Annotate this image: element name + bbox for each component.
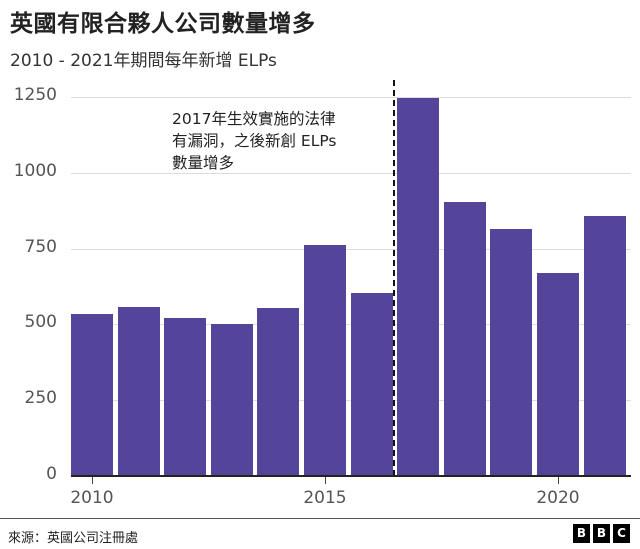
bar-2016 (351, 293, 393, 476)
chart-subtitle: 2010 - 2021年期間每年新增 ELPs (10, 51, 277, 71)
bar-2018 (444, 202, 486, 476)
y-tick-label: 500 (24, 312, 57, 332)
bar-2012 (164, 318, 206, 476)
y-tick-label: 1250 (13, 85, 57, 105)
bar-2021 (584, 216, 626, 476)
bbc-logo-b2: B (593, 524, 610, 543)
bar-2020 (537, 273, 579, 476)
bbc-logo: B B C (573, 524, 630, 543)
annotation-line-2: 有漏洞，之後新創 ELPs (172, 132, 337, 150)
bar-2011 (118, 307, 160, 476)
bbc-logo-b1: B (573, 524, 590, 543)
y-tick-label: 250 (24, 388, 57, 408)
bar-2013 (211, 324, 253, 476)
y-tick-label: 1000 (13, 161, 57, 181)
gridline (71, 97, 631, 98)
y-tick-label: 0 (46, 464, 57, 484)
x-tick-label: 2015 (303, 488, 347, 508)
bar-2010 (71, 314, 113, 476)
x-tick (92, 477, 93, 484)
chart-title: 英國有限合夥人公司數量增多 (10, 11, 316, 37)
annotation-line-3: 數量增多 (172, 154, 235, 172)
bar-2017 (397, 98, 439, 476)
footer-divider (0, 518, 640, 519)
gridline (71, 173, 631, 174)
bbc-logo-c: C (613, 524, 630, 543)
x-tick-label: 2010 (70, 488, 114, 508)
bar-2014 (257, 308, 299, 476)
x-tick (558, 477, 559, 484)
x-tick (325, 477, 326, 484)
x-axis-line (71, 475, 631, 477)
law-annotation: 2017年生效實施的法律 有漏洞，之後新創 ELPs 數量增多 (172, 108, 337, 174)
y-tick-label: 750 (24, 237, 57, 257)
x-tick-label: 2020 (536, 488, 580, 508)
annotation-line-1: 2017年生效實施的法律 (172, 110, 336, 128)
bar-2015 (304, 245, 346, 476)
bar-2019 (490, 229, 532, 476)
gridline (71, 249, 631, 250)
source-note: 來源：英國公司注冊處 (8, 531, 139, 546)
bar-chart: 0 250 500 750 1000 1250 2010 2015 2020 (13, 80, 631, 508)
event-marker-line (393, 80, 395, 475)
